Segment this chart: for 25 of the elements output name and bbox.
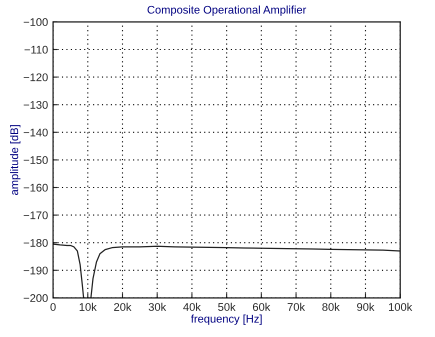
x-tick-label: 20k bbox=[114, 302, 132, 311]
y-tick-label: −200 bbox=[24, 294, 48, 302]
x-tick-label: 40k bbox=[183, 302, 201, 311]
y-tick-label: −150 bbox=[24, 156, 48, 164]
y-axis-title: amplitude [dB] bbox=[10, 125, 20, 195]
y-tick-label: −170 bbox=[24, 211, 48, 220]
chart-title: Composite Operational Amplifier bbox=[148, 6, 306, 16]
x-tick-label: 80k bbox=[322, 302, 340, 311]
y-tick-label: −190 bbox=[24, 266, 48, 274]
y-tick-label: −120 bbox=[24, 73, 48, 82]
x-tick-label: 10k bbox=[80, 302, 97, 311]
x-axis-title: frequency [Hz] bbox=[190, 314, 262, 325]
x-tick-label: 30k bbox=[148, 302, 166, 311]
x-tick-label: 50k bbox=[218, 302, 236, 311]
x-tick-label: 90k bbox=[357, 302, 374, 311]
x-tick-label: 0 bbox=[50, 303, 56, 311]
y-tick-label: −160 bbox=[24, 184, 48, 192]
y-tick-label: −140 bbox=[24, 128, 48, 136]
y-tick-label: −130 bbox=[24, 100, 48, 109]
x-tick-label: 60k bbox=[252, 302, 270, 311]
x-tick-label: 100k bbox=[389, 302, 412, 311]
y-tick-label: −100 bbox=[24, 18, 48, 26]
y-tick-label: −180 bbox=[24, 238, 48, 247]
y-tick-label: −110 bbox=[24, 46, 48, 54]
x-tick-label: 70k bbox=[288, 302, 306, 311]
